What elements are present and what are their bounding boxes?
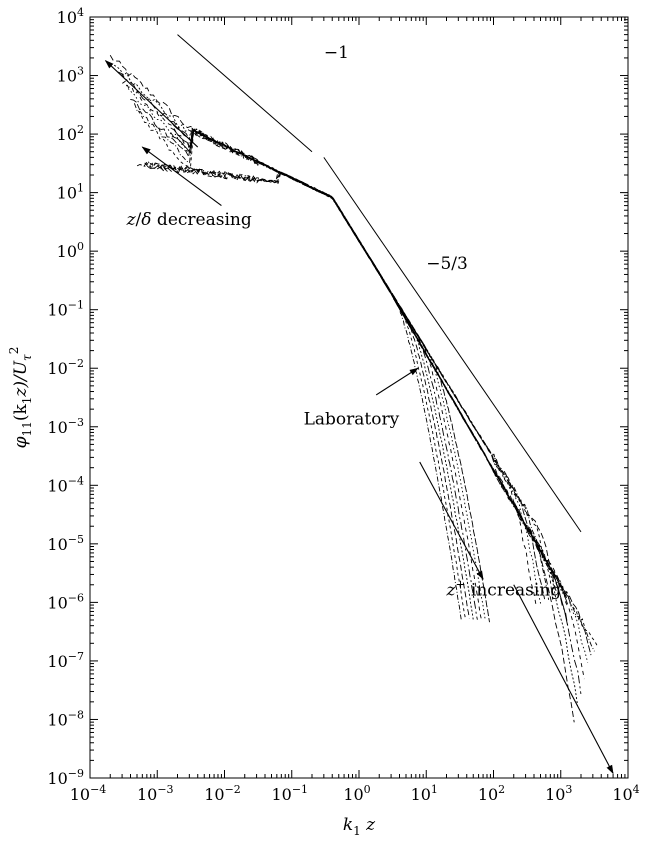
y-tick-label: 102 — [57, 123, 84, 144]
annotation-z-plus-increasing: z+ increasing — [445, 578, 561, 601]
x-tick-label: 101 — [411, 783, 438, 804]
annotation-arrows — [104, 59, 614, 775]
x-tick-label: 10−3 — [137, 783, 174, 804]
spectrum-curve — [138, 110, 599, 647]
plot-area — [89, 16, 629, 779]
x-tick-label: 10−1 — [271, 783, 308, 804]
slope-line — [177, 34, 313, 153]
spectrum-curve-solid — [170, 121, 568, 626]
arrow — [513, 584, 614, 775]
y-tick-label: 10−3 — [47, 416, 84, 437]
spectrum-curve — [125, 84, 589, 663]
x-tick-label: 10−4 — [70, 783, 107, 804]
x-tick-label: 10−2 — [204, 783, 241, 804]
axis-ticks — [89, 16, 629, 779]
spectrum-curve — [133, 103, 595, 652]
y-tick-label: 100 — [57, 240, 84, 261]
spectrum-curve — [109, 54, 575, 723]
spectrum-curve-solid — [170, 127, 568, 605]
y-tick-label: 10−8 — [47, 708, 84, 729]
arrow — [419, 461, 484, 580]
x-tick-label: 100 — [343, 783, 370, 804]
slope-reference-lines — [177, 34, 582, 533]
spectrum-curve — [113, 64, 579, 706]
x-axis-label: k1 z — [343, 815, 376, 838]
arrow — [104, 59, 199, 148]
arrow — [141, 146, 222, 207]
arrow — [375, 367, 419, 396]
y-tick-label: 10−6 — [47, 591, 84, 612]
y-tick-label: 10−1 — [47, 299, 84, 320]
plot-frame — [89, 16, 629, 779]
slope-label-minus-1: −1 — [324, 43, 349, 63]
y-tick-label: 103 — [57, 65, 84, 86]
x-tick-label: 102 — [478, 783, 505, 804]
x-tick-label: 104 — [612, 783, 639, 804]
annotation-laboratory: Laboratory — [304, 409, 400, 429]
y-axis-label: φ11(k1z)/Uτ2 — [7, 347, 34, 449]
spectra-curves — [109, 54, 599, 723]
slope-line — [323, 157, 582, 533]
y-tick-label: 10−9 — [47, 767, 84, 788]
y-tick-label: 10−5 — [47, 533, 84, 554]
spectrum-curve-solid — [170, 129, 568, 597]
annotation-z-delta-decreasing: z/δ decreasing — [126, 210, 252, 230]
slope-label-minus-5-3: −5/3 — [426, 254, 468, 274]
y-tick-label: 101 — [57, 182, 84, 203]
x-tick-label: 103 — [545, 783, 572, 804]
y-tick-label: 104 — [57, 6, 84, 27]
annotations: −1 −5/3 z/δ decreasing Laboratory z+ increas… — [126, 43, 562, 601]
spectrum-curve — [341, 213, 482, 620]
y-tick-label: 10−2 — [47, 357, 84, 378]
y-tick-label: 10−4 — [47, 474, 84, 495]
axis-labels: 10−4 10−3 10−2 10−1 100 101 102 103 104 104 103 102… — [7, 6, 640, 838]
spectrum-curve — [130, 98, 592, 656]
y-tick-label: 10−7 — [47, 650, 84, 671]
